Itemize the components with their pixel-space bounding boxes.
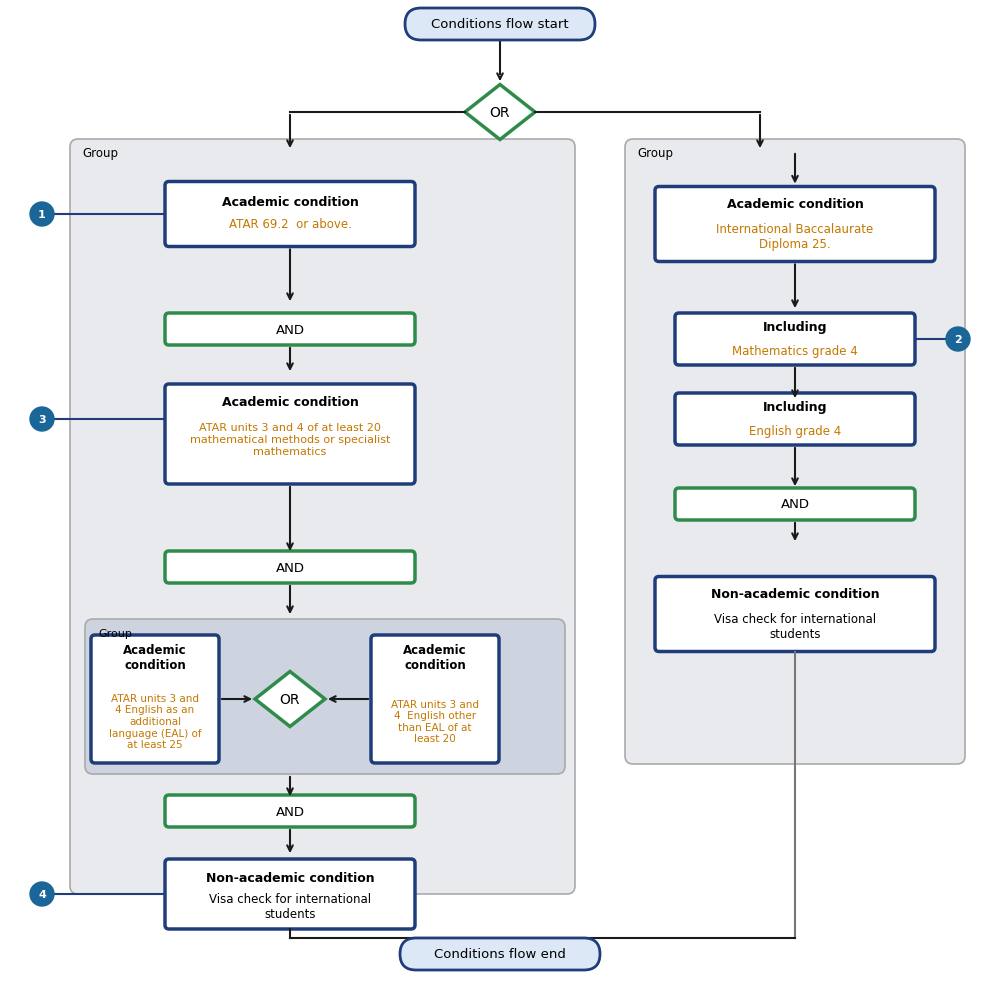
- Text: Group: Group: [82, 147, 118, 161]
- FancyBboxPatch shape: [405, 9, 595, 41]
- FancyBboxPatch shape: [625, 140, 965, 764]
- FancyBboxPatch shape: [165, 859, 415, 929]
- FancyBboxPatch shape: [70, 140, 575, 894]
- Text: Group: Group: [637, 147, 673, 161]
- Text: Mathematics grade 4: Mathematics grade 4: [732, 345, 858, 358]
- Polygon shape: [255, 671, 325, 727]
- Text: AND: AND: [276, 323, 304, 336]
- Text: Academic condition: Academic condition: [222, 195, 358, 208]
- FancyBboxPatch shape: [675, 393, 915, 446]
- Text: Academic
condition: Academic condition: [403, 643, 467, 671]
- FancyBboxPatch shape: [165, 795, 415, 827]
- Text: International Baccalaurate
Diploma 25.: International Baccalaurate Diploma 25.: [716, 223, 874, 250]
- Text: Non-academic condition: Non-academic condition: [206, 871, 374, 883]
- FancyBboxPatch shape: [655, 187, 935, 262]
- Text: ATAR units 3 and
4 English as an
additional
language (EAL) of
at least 25: ATAR units 3 and 4 English as an additio…: [109, 693, 201, 749]
- Text: Academic
condition: Academic condition: [123, 643, 187, 671]
- FancyBboxPatch shape: [85, 619, 565, 774]
- Text: 3: 3: [38, 414, 46, 425]
- Text: OR: OR: [280, 692, 300, 706]
- FancyBboxPatch shape: [165, 551, 415, 584]
- Text: Conditions flow end: Conditions flow end: [434, 948, 566, 960]
- Circle shape: [30, 203, 54, 227]
- FancyBboxPatch shape: [165, 182, 415, 247]
- Text: Including: Including: [763, 401, 827, 414]
- Circle shape: [30, 407, 54, 432]
- Text: Including: Including: [763, 321, 827, 334]
- FancyBboxPatch shape: [165, 385, 415, 484]
- Text: 4: 4: [38, 889, 46, 899]
- Circle shape: [946, 327, 970, 352]
- Text: Visa check for international
students: Visa check for international students: [209, 892, 371, 920]
- Text: ATAR 69.2  or above.: ATAR 69.2 or above.: [229, 218, 351, 232]
- Circle shape: [30, 882, 54, 906]
- Text: 2: 2: [954, 334, 962, 345]
- FancyBboxPatch shape: [675, 314, 915, 366]
- Text: 1: 1: [38, 210, 46, 220]
- Text: Visa check for international
students: Visa check for international students: [714, 612, 876, 640]
- FancyBboxPatch shape: [91, 635, 219, 763]
- Text: Non-academic condition: Non-academic condition: [711, 588, 879, 600]
- Text: AND: AND: [276, 561, 304, 574]
- Polygon shape: [465, 86, 535, 140]
- FancyBboxPatch shape: [655, 577, 935, 652]
- Text: AND: AND: [780, 498, 810, 511]
- Text: Group: Group: [98, 628, 132, 638]
- Text: Academic condition: Academic condition: [727, 198, 863, 211]
- Text: Conditions flow start: Conditions flow start: [431, 19, 569, 32]
- FancyBboxPatch shape: [165, 314, 415, 346]
- Text: OR: OR: [490, 106, 510, 120]
- FancyBboxPatch shape: [371, 635, 499, 763]
- Text: AND: AND: [276, 805, 304, 817]
- Text: ATAR units 3 and 4 of at least 20
mathematical methods or specialist
mathematics: ATAR units 3 and 4 of at least 20 mathem…: [190, 423, 390, 457]
- FancyBboxPatch shape: [400, 938, 600, 970]
- Text: English grade 4: English grade 4: [749, 425, 841, 438]
- FancyBboxPatch shape: [675, 488, 915, 521]
- Text: ATAR units 3 and
4  English other
than EAL of at
least 20: ATAR units 3 and 4 English other than EA…: [391, 699, 479, 743]
- Text: Academic condition: Academic condition: [222, 395, 358, 408]
